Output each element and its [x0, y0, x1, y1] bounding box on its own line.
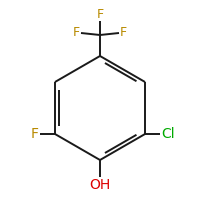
Text: Cl: Cl [161, 127, 175, 141]
Text: F: F [31, 127, 39, 141]
Text: F: F [120, 26, 127, 40]
Text: F: F [73, 26, 80, 40]
Text: F: F [96, 8, 104, 21]
Text: OH: OH [89, 178, 111, 192]
